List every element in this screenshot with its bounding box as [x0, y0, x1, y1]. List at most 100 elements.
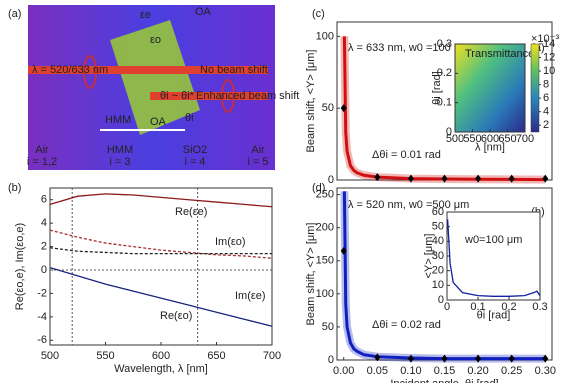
diagram-label: HMM	[105, 114, 131, 126]
x-tick-label: 650	[207, 350, 225, 362]
annotation: λ = 520 nm, w0 =500 μm	[348, 199, 469, 211]
diagram-label: i = 5	[247, 156, 268, 168]
hmm-layer	[110, 20, 200, 135]
y-tick-label: 0	[446, 126, 452, 138]
series-label: Im(εo)	[215, 236, 246, 248]
colorbar-label: 6	[543, 92, 549, 104]
diagram-label: i = 4	[184, 156, 205, 168]
y-axis-label: θi [rad]	[431, 71, 443, 105]
heatmap	[455, 44, 525, 132]
line	[49, 193, 273, 208]
y-tick-label: 30	[432, 250, 444, 262]
y-tick-label: 0.3	[437, 38, 452, 50]
x-tick-label: 0.1	[470, 301, 485, 313]
diagram-label: OA	[195, 6, 212, 18]
x-tick-label: 0.15	[434, 365, 455, 377]
line	[49, 247, 272, 255]
x-tick-label: 0.05	[367, 365, 388, 377]
diagram-label: εo	[150, 34, 161, 46]
data-point	[542, 174, 549, 183]
data-point	[475, 174, 482, 183]
x-tick-label: 0.00	[333, 365, 354, 377]
x-tick-label: 0	[444, 301, 450, 313]
x-tick-label: 0.2	[501, 301, 516, 313]
data-point	[374, 173, 381, 182]
data-point	[340, 104, 347, 113]
diagram-label: λ = 520/633 nm	[32, 64, 108, 76]
y-tick-label: 60	[432, 206, 444, 218]
y-tick-label: 0	[328, 354, 334, 366]
y-tick-label: 0	[41, 264, 47, 276]
x-tick-label: 550	[96, 350, 114, 362]
y-tick-label: 0	[328, 174, 334, 186]
data-point	[475, 354, 482, 363]
diagram-label: SiO2	[183, 144, 207, 156]
line	[49, 267, 273, 327]
x-tick-label: 0.20	[467, 365, 488, 377]
x-tick-label: 600	[481, 133, 499, 145]
data-point	[441, 174, 448, 183]
y-tick-label: 50	[322, 321, 334, 333]
diagram-label: Enhanced beam shift	[196, 90, 299, 102]
y-tick-label: 50	[432, 221, 444, 233]
y-tick-label: 200	[316, 222, 334, 234]
diagram-label: i = 3	[109, 156, 130, 168]
data-point	[407, 354, 414, 363]
y-tick-label: 6	[41, 194, 47, 206]
x-tick-label: 0.10	[400, 365, 421, 377]
y-tick-label: 4	[41, 217, 47, 229]
diagram-label: θi	[185, 112, 194, 124]
line	[49, 229, 273, 259]
annotation: w0=100 μm	[464, 234, 522, 246]
data-point	[542, 354, 549, 363]
y-tick-label: 150	[316, 255, 334, 267]
annotation: Δθi = 0.01 rad	[372, 149, 441, 161]
x-axis-label: λ [nm]	[475, 141, 505, 153]
colorbar-label: 12	[543, 51, 555, 63]
y-tick-label: -2	[37, 287, 47, 299]
y-tick-label: 100	[316, 30, 334, 42]
inset-title: Transmittance	[465, 48, 534, 60]
y-tick-label: -4	[37, 311, 47, 323]
colorbar-label: 2	[543, 119, 549, 131]
beam-spot	[83, 55, 97, 89]
x-axis-label: θi [rad]	[477, 309, 511, 321]
beam	[150, 92, 268, 100]
y-tick-label: 10	[432, 279, 444, 291]
x-tick-label: 0.30	[535, 365, 556, 377]
y-tick-label: 0	[438, 294, 444, 306]
data-point	[508, 174, 515, 183]
panel-label: (d)	[312, 182, 325, 194]
x-tick-label: 500	[446, 133, 464, 145]
series-label: Re(εe)	[175, 206, 207, 218]
y-tick-label: 0.2	[437, 67, 452, 79]
data-point	[508, 354, 515, 363]
y-tick-label: 250	[316, 189, 334, 201]
y-axis-label: <Y> [μm]	[423, 234, 435, 279]
annotation: Δθi = 0.02 rad	[372, 319, 441, 331]
diagram-label: OA	[150, 116, 167, 128]
y-tick-label: 50	[322, 102, 334, 114]
panel-label: (a)	[8, 8, 21, 20]
y-tick-label: 40	[432, 235, 444, 247]
y-tick-label: 2	[41, 240, 47, 252]
x-axis-label: Incident angle, θi [rad]	[390, 378, 498, 383]
y-tick-label: -6	[37, 334, 47, 346]
x-tick-label: 600	[152, 350, 170, 362]
x-axis-label: Wavelength, λ [nm]	[114, 363, 208, 375]
colorbar-unit: ×10⁻³	[531, 33, 559, 45]
beam-spot	[221, 79, 235, 113]
y-tick-label: 0.1	[437, 97, 452, 109]
data-point	[441, 354, 448, 363]
x-tick-label: 0.3	[532, 301, 547, 313]
x-tick-label: 700	[263, 350, 281, 362]
series-label: Re(εo)	[160, 310, 192, 322]
data-point	[374, 353, 381, 362]
panel-label: (c)	[312, 8, 325, 20]
series-label: Im(εe)	[235, 290, 266, 302]
diagram-label: εe	[140, 9, 151, 21]
line	[446, 219, 541, 297]
panel-label: (b)	[8, 182, 21, 194]
colorbar-label: 4	[543, 106, 549, 118]
